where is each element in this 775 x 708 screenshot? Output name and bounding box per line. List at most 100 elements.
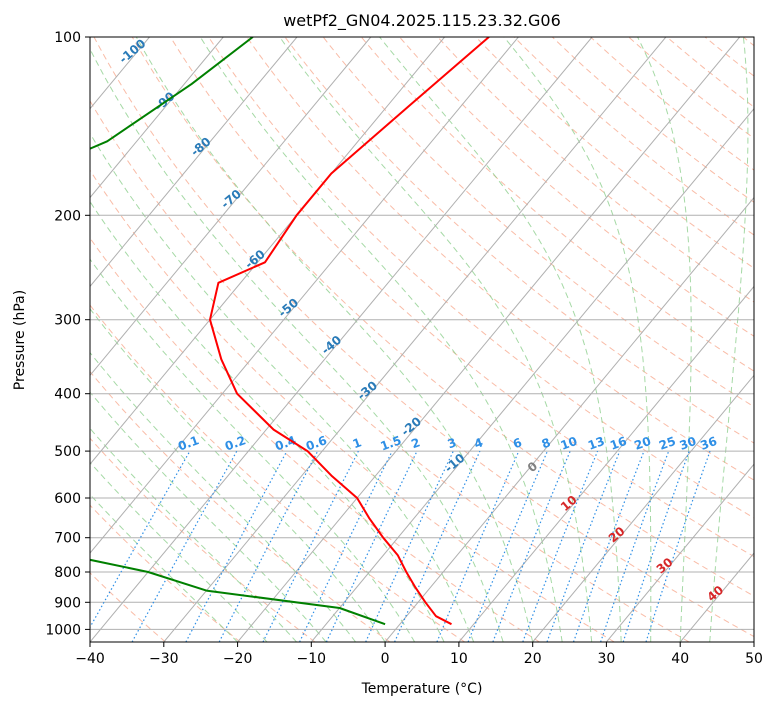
mixing-ratio-line: [299, 450, 393, 642]
mixing-ratio-line: [467, 450, 548, 642]
isotherm-label: -20: [398, 414, 424, 439]
isotherm-label: 10: [558, 493, 580, 514]
moist-adiabat-line: [135, 37, 534, 642]
mixing-ratio-label: 16: [608, 434, 628, 453]
y-tick-label: 800: [54, 565, 81, 581]
isotherm-label: 20: [606, 524, 628, 545]
x-tick-label: 40: [671, 651, 689, 667]
y-axis: 100 200 300 400 500 600 700 800 900 1000: [45, 30, 90, 638]
mixing-ratio-line: [131, 450, 238, 642]
mixing-ratio-label: 0.4: [273, 433, 298, 453]
mixing-ratio-line: [325, 450, 418, 642]
y-tick-label: 200: [54, 208, 81, 224]
isotherm-line: [606, 463, 754, 642]
dry-adiabat-line: [513, 37, 754, 236]
y-tick-label: 100: [54, 30, 81, 46]
isotherm-line: [90, 37, 224, 199]
dry-adiabat-line: [437, 37, 754, 303]
mixing-ratio-line: [492, 450, 571, 642]
mixing-ratio-line: [600, 450, 670, 642]
mixing-ratio-line: [572, 450, 645, 642]
isotherm-line: [532, 374, 754, 642]
dry-adiabat-line: [90, 504, 241, 642]
isotherm-label: -10: [442, 451, 468, 476]
mixing-ratio-line: [218, 450, 319, 642]
moist-adiabat-line: [90, 391, 327, 642]
x-tick-label: 0: [381, 651, 390, 667]
dry-adiabat-line: [475, 37, 754, 269]
isotherm-line: [163, 37, 667, 642]
moist-adiabat-line: [199, 37, 563, 642]
mixing-ratio-label: 0.6: [304, 433, 329, 453]
isotherm-label: 30: [654, 555, 676, 576]
isotherm-line: [384, 196, 754, 642]
dry-adiabat-line: [208, 37, 754, 519]
mixing-ratio-label: 4: [472, 435, 485, 451]
background-lines: [90, 37, 754, 642]
moist-adiabat-line: [90, 351, 356, 642]
plot-frame: [89, 36, 755, 643]
moist-adiabat-line: [90, 493, 238, 642]
mixing-ratio-line: [645, 450, 711, 642]
dry-adiabat-line: [551, 37, 754, 203]
moist-adiabat-line: [709, 37, 749, 642]
isotherm-line: [679, 552, 754, 642]
isotherm-label: -70: [218, 187, 244, 212]
moist-adiabat-line: [503, 37, 652, 642]
isotherm-label: -60: [242, 247, 268, 272]
mixing-ratio-label: 36: [698, 434, 718, 453]
dry-adiabat-line: [666, 37, 754, 108]
isotherm-line: [90, 37, 298, 288]
dry-adiabat-line: [131, 37, 754, 597]
isotherm-label: 40: [704, 583, 726, 604]
mixing-ratio-label: 30: [678, 434, 698, 453]
moist-adiabat-line: [90, 48, 504, 642]
mixing-ratio-label: 13: [586, 434, 606, 453]
x-tick-label: 50: [745, 651, 763, 667]
mixing-ratio-label: 2: [409, 435, 422, 451]
dry-adiabat-line: [169, 37, 754, 558]
mixing-ratio-label: 6: [511, 435, 524, 451]
dry-adiabat-line: [284, 37, 754, 444]
isotherm-line: [90, 37, 593, 642]
dry-adiabat-line: [90, 169, 615, 642]
isotherm-line: [310, 107, 754, 642]
dry-adiabat-line: [90, 237, 540, 642]
dry-adiabat-line: [90, 99, 690, 642]
x-tick-label: 30: [597, 651, 615, 667]
moist-adiabat-line: [379, 37, 622, 642]
mixing-ratio-line: [546, 450, 621, 642]
mixing-ratio-line: [622, 450, 690, 642]
y-tick-label: 600: [54, 491, 81, 507]
y-tick-label: 900: [54, 595, 81, 611]
x-tick-label: −30: [149, 651, 179, 667]
isotherm-line: [90, 37, 445, 465]
mixing-ratio-label: 10: [559, 434, 579, 453]
dry-adiabat-line: [246, 37, 754, 481]
moist-adiabat-line: [90, 258, 416, 642]
temperature-line: [209, 37, 490, 626]
y-tick-label: 700: [54, 531, 81, 547]
moist-adiabat-line: [90, 200, 445, 642]
mixing-ratio-label: 20: [632, 434, 652, 453]
dry-adiabat-line: [590, 37, 754, 171]
mixing-ratio-line: [394, 450, 481, 642]
mixing-ratio-label: 3: [446, 435, 459, 451]
y-tick-label: 500: [54, 444, 81, 460]
profile-series: [90, 37, 490, 626]
isotherm-zero-label: 0: [525, 459, 540, 475]
isotherm-label: -100: [116, 36, 148, 66]
isotherm-line: [237, 37, 741, 642]
mixing-ratio-label: 0.2: [223, 433, 248, 453]
x-axis-title: Temperature (°C): [361, 681, 483, 697]
moist-adiabat-line: [637, 37, 692, 642]
isotherm-label: -30: [355, 378, 381, 403]
isotherm-label: -40: [319, 333, 345, 358]
moist-adiabat-line: [90, 461, 268, 642]
mixing-ratio-line: [436, 450, 520, 642]
isotherm-line: [90, 37, 519, 554]
dry-adiabat-line: [90, 304, 465, 642]
isotherm-label: -80: [188, 134, 214, 159]
